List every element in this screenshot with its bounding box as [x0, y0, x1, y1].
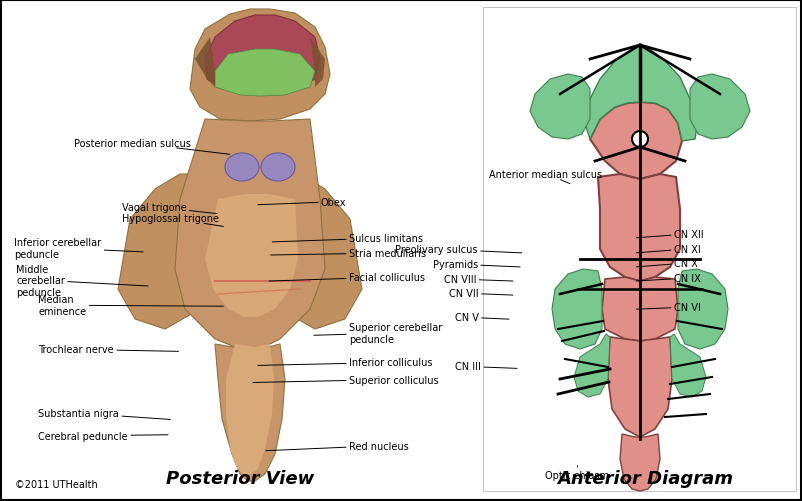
- Text: Cerebral peduncle: Cerebral peduncle: [38, 431, 168, 441]
- Polygon shape: [552, 270, 602, 349]
- Polygon shape: [118, 175, 225, 329]
- Text: CN IX: CN IX: [636, 274, 700, 284]
- Text: Middle
cerebellar
peduncle: Middle cerebellar peduncle: [16, 264, 148, 297]
- Ellipse shape: [261, 154, 295, 182]
- Bar: [483, 8, 796, 491]
- Text: ©2011 UTHealth: ©2011 UTHealth: [15, 479, 98, 489]
- Polygon shape: [670, 334, 706, 397]
- Text: CN VI: CN VI: [636, 303, 700, 313]
- Text: CN V: CN V: [455, 313, 509, 323]
- Text: Superior colliculus: Superior colliculus: [253, 375, 439, 385]
- Text: Preolivary sulcus: Preolivary sulcus: [395, 244, 522, 255]
- Text: CN III: CN III: [456, 362, 517, 372]
- Text: Obex: Obex: [257, 197, 346, 207]
- Ellipse shape: [225, 154, 259, 182]
- Text: Hypoglossal trigone: Hypoglossal trigone: [122, 213, 224, 227]
- Circle shape: [632, 132, 648, 148]
- Text: CN XI: CN XI: [636, 244, 700, 255]
- Text: Anterior Diagram: Anterior Diagram: [557, 469, 733, 487]
- Text: Inferior cerebellar
peduncle: Inferior cerebellar peduncle: [14, 237, 144, 260]
- Text: CN X: CN X: [636, 259, 698, 269]
- Polygon shape: [690, 75, 750, 140]
- Text: Sulcus limitans: Sulcus limitans: [272, 233, 423, 243]
- Polygon shape: [598, 175, 680, 282]
- Text: Red nucleus: Red nucleus: [265, 441, 409, 451]
- Text: Trochlear nerve: Trochlear nerve: [38, 345, 179, 355]
- Text: Superior cerebellar
peduncle: Superior cerebellar peduncle: [314, 322, 442, 344]
- Text: CN VII: CN VII: [449, 289, 513, 299]
- Polygon shape: [585, 46, 698, 142]
- Polygon shape: [608, 337, 672, 437]
- Polygon shape: [255, 175, 362, 329]
- Text: CN XII: CN XII: [636, 229, 703, 239]
- Text: Stria medullaris: Stria medullaris: [270, 248, 426, 259]
- Polygon shape: [226, 344, 274, 475]
- Text: Facial colliculus: Facial colliculus: [269, 273, 425, 283]
- Polygon shape: [602, 278, 678, 341]
- Text: Median
eminence: Median eminence: [38, 295, 224, 317]
- Polygon shape: [175, 120, 325, 349]
- Text: Optic chiasm: Optic chiasm: [545, 466, 610, 480]
- Polygon shape: [620, 434, 660, 491]
- Polygon shape: [590, 103, 682, 180]
- Polygon shape: [205, 194, 298, 317]
- Polygon shape: [215, 344, 285, 481]
- Text: CN VIII: CN VIII: [444, 275, 513, 285]
- Text: Inferior colliculus: Inferior colliculus: [257, 358, 432, 368]
- Text: Posterior median sulcus: Posterior median sulcus: [74, 138, 230, 155]
- Text: Vagal trigone: Vagal trigone: [122, 202, 217, 214]
- Text: Pyramids: Pyramids: [433, 260, 520, 270]
- Polygon shape: [530, 75, 590, 140]
- Polygon shape: [574, 334, 610, 397]
- Polygon shape: [190, 10, 330, 122]
- Polygon shape: [195, 38, 215, 88]
- Text: Anterior median sulcus: Anterior median sulcus: [489, 169, 602, 184]
- Polygon shape: [310, 38, 325, 88]
- Text: Posterior View: Posterior View: [166, 469, 314, 487]
- Text: Substantia nigra: Substantia nigra: [38, 408, 171, 420]
- Polygon shape: [215, 50, 315, 97]
- Polygon shape: [205, 16, 320, 95]
- Polygon shape: [678, 270, 728, 349]
